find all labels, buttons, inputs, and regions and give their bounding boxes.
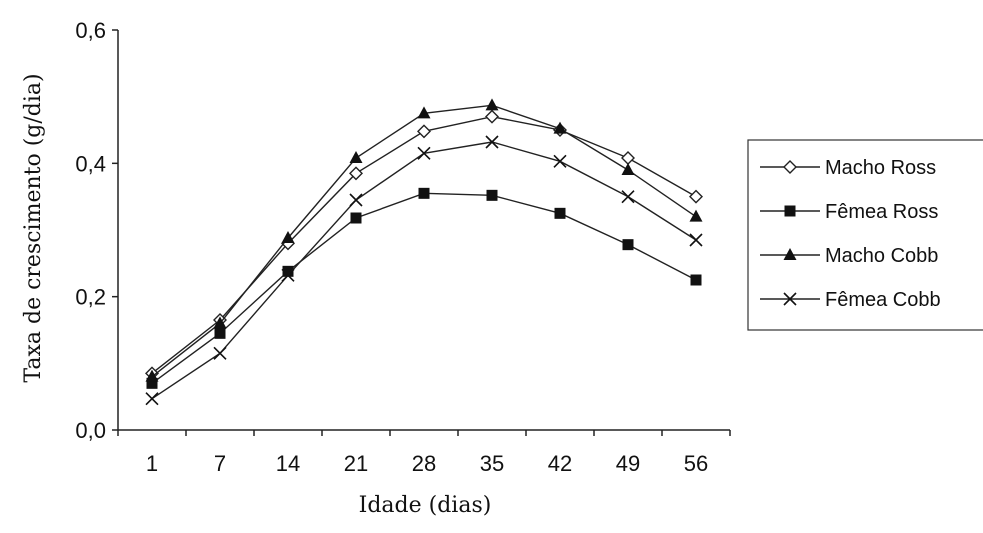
legend-marker bbox=[783, 292, 797, 306]
data-point bbox=[214, 327, 226, 339]
series-line bbox=[151, 104, 697, 378]
series-macho-ross bbox=[145, 109, 703, 381]
data-point bbox=[689, 233, 703, 247]
x-tick-label: 28 bbox=[412, 451, 436, 476]
series-f-mea-ross bbox=[146, 187, 702, 389]
data-point bbox=[485, 135, 499, 149]
data-point bbox=[349, 166, 363, 181]
data-point bbox=[554, 207, 566, 219]
data-point bbox=[485, 109, 499, 124]
legend-marker bbox=[783, 160, 797, 174]
data-point bbox=[689, 209, 703, 222]
x-tick-label: 1 bbox=[146, 451, 158, 476]
legend-label: Macho Ross bbox=[825, 157, 936, 179]
data-point bbox=[417, 146, 431, 160]
data-point bbox=[485, 98, 499, 111]
data-point bbox=[213, 346, 227, 360]
legend-entry: Fêmea Ross bbox=[760, 201, 938, 223]
legend-entry: Fêmea Cobb bbox=[760, 289, 941, 311]
x-tick-label: 7 bbox=[214, 451, 226, 476]
data-point bbox=[281, 231, 295, 243]
legend-marker bbox=[784, 205, 796, 217]
series-line bbox=[151, 192, 697, 384]
legend-marker bbox=[783, 248, 797, 260]
legend-label: Fêmea Cobb bbox=[825, 289, 941, 311]
legend-label: Macho Cobb bbox=[825, 245, 938, 267]
x-axis-label: Idade (dias) bbox=[359, 493, 492, 518]
data-point bbox=[418, 187, 430, 199]
series-macho-cobb bbox=[145, 98, 703, 382]
y-axis-label: Taxa de crescimento (g/dia) bbox=[21, 73, 46, 382]
series-line bbox=[151, 115, 697, 374]
legend: Macho Ross Fêmea Ross Macho Cobb Fêmea Cobb bbox=[747, 139, 983, 331]
data-point bbox=[146, 377, 158, 389]
data-point bbox=[553, 121, 567, 134]
y-tick-label: 0,6 bbox=[75, 18, 106, 43]
data-point bbox=[145, 392, 159, 406]
data-point bbox=[282, 265, 294, 277]
data-point bbox=[553, 154, 567, 168]
data-point bbox=[213, 316, 227, 329]
x-tick-label: 21 bbox=[344, 451, 368, 476]
data-point bbox=[690, 274, 702, 286]
data-point bbox=[486, 189, 498, 201]
x-tick-label: 14 bbox=[276, 451, 300, 476]
data-point bbox=[689, 189, 703, 204]
data-point bbox=[622, 239, 634, 251]
legend-label: Fêmea Ross bbox=[825, 201, 938, 223]
series-f-mea-cobb bbox=[145, 135, 703, 406]
legend-entry: Macho Ross bbox=[760, 157, 936, 179]
data-point bbox=[350, 212, 362, 224]
x-tick-label: 49 bbox=[616, 451, 640, 476]
data-point bbox=[349, 193, 363, 207]
x-tick-label: 35 bbox=[480, 451, 504, 476]
data-point bbox=[281, 268, 295, 282]
data-point bbox=[621, 151, 635, 165]
data-point bbox=[349, 151, 363, 163]
data-point bbox=[417, 106, 431, 119]
series-line bbox=[151, 141, 697, 400]
y-tick-label: 0,4 bbox=[75, 151, 106, 176]
y-tick-label: 0,2 bbox=[75, 285, 106, 310]
y-tick-label: 0,0 bbox=[75, 418, 106, 443]
legend-entry: Macho Cobb bbox=[760, 245, 938, 267]
x-tick-label: 42 bbox=[548, 451, 572, 476]
data-point bbox=[145, 369, 159, 382]
data-point bbox=[621, 163, 635, 175]
data-point bbox=[417, 124, 431, 139]
data-point bbox=[621, 190, 635, 204]
x-tick-label: 56 bbox=[684, 451, 708, 476]
